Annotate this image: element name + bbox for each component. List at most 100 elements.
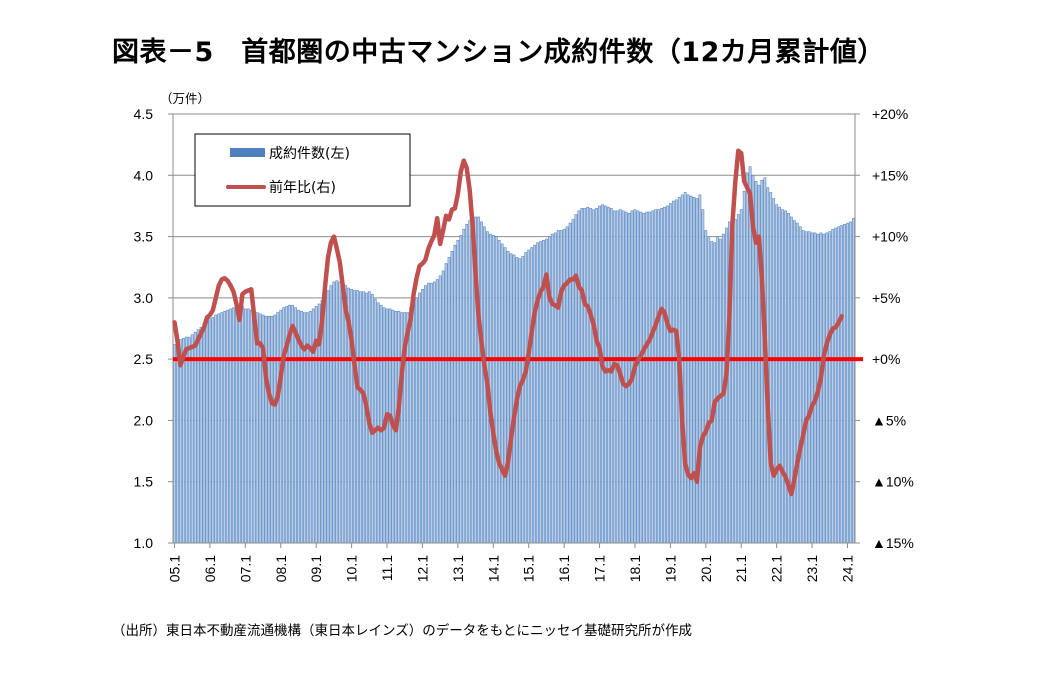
bar (595, 208, 598, 544)
x-tick-label: 10.1 (344, 555, 360, 582)
bar (580, 208, 584, 544)
x-tick-label: 12.1 (414, 555, 430, 582)
bar (241, 306, 244, 544)
bar (601, 204, 604, 544)
bar (441, 270, 445, 544)
bar (533, 244, 536, 544)
bar (220, 312, 224, 544)
right-tick-label: +10% (872, 229, 908, 245)
bar (503, 247, 507, 544)
bar (243, 308, 247, 544)
bar (666, 205, 669, 544)
right-tick-label: ▲10% (872, 474, 914, 490)
bar (556, 230, 560, 544)
bar (648, 211, 652, 544)
x-tick-label: 21.1 (733, 555, 749, 582)
left-tick-label: 1.5 (134, 474, 154, 490)
bar (834, 227, 838, 544)
bar (356, 290, 359, 544)
bar (527, 249, 531, 544)
bar (813, 232, 817, 544)
bar (512, 254, 516, 544)
x-tick-label: 18.1 (627, 555, 643, 582)
bar (733, 219, 737, 544)
bar (775, 204, 779, 544)
bar (323, 295, 327, 544)
bar (438, 275, 442, 544)
bar (421, 289, 424, 544)
bar (784, 210, 787, 544)
bar (362, 291, 365, 544)
bar (173, 344, 176, 544)
bar (179, 339, 182, 544)
bar (615, 210, 619, 544)
bar (267, 315, 271, 544)
bar (435, 279, 439, 544)
x-tick-label: 13.1 (450, 555, 466, 582)
bar (196, 329, 200, 544)
legend-bar-swatch (230, 148, 265, 157)
x-tick-label: 19.1 (662, 555, 678, 582)
right-tick-label: +5% (872, 290, 900, 306)
bar (852, 217, 855, 544)
bar (418, 292, 421, 544)
bar (719, 238, 722, 544)
bar (553, 232, 557, 544)
bar (373, 298, 377, 544)
bar (849, 221, 852, 544)
bar (246, 308, 250, 544)
bar (586, 206, 590, 544)
x-tick-label: 05.1 (167, 555, 183, 582)
bar (589, 208, 593, 544)
bar (639, 211, 643, 544)
bar (335, 280, 339, 544)
bar (184, 336, 188, 544)
bar (480, 221, 483, 544)
bar (273, 314, 277, 544)
bar (181, 338, 185, 544)
bar (444, 263, 448, 544)
bar (804, 231, 808, 544)
bar (494, 236, 498, 544)
x-tick-label: 23.1 (804, 555, 820, 582)
bar (686, 194, 690, 544)
bar (701, 209, 705, 544)
bar (291, 304, 294, 544)
bar (604, 205, 607, 544)
bar (193, 331, 197, 544)
bar (607, 206, 610, 544)
bar (249, 309, 253, 544)
bar (214, 314, 218, 544)
bar (792, 220, 796, 544)
bar (412, 302, 415, 544)
bar (651, 210, 655, 544)
bar (669, 203, 672, 544)
left-tick-label: 4.0 (134, 167, 154, 183)
bar (577, 210, 581, 544)
bar (238, 306, 241, 544)
bar (338, 281, 342, 544)
chart-title: 図表－5 首都圏の中古マンション成約件数（12カ月累計値） (112, 37, 885, 68)
bar (716, 236, 719, 544)
bar (282, 307, 286, 544)
bar (695, 198, 699, 544)
bar (521, 255, 525, 544)
bar (781, 209, 784, 544)
bar (202, 323, 206, 544)
bar (353, 290, 356, 544)
bar (707, 237, 711, 544)
x-tick-label: 11.1 (379, 555, 395, 581)
bar (657, 209, 660, 544)
bar (837, 226, 841, 544)
bar (462, 228, 466, 544)
bar (822, 233, 826, 544)
bar (704, 230, 708, 544)
bar (689, 195, 693, 544)
bar (624, 211, 628, 544)
bar (574, 214, 578, 544)
bar (536, 242, 539, 544)
bar (388, 308, 392, 544)
bar (176, 341, 179, 544)
bar (642, 213, 646, 544)
bar (742, 190, 746, 544)
